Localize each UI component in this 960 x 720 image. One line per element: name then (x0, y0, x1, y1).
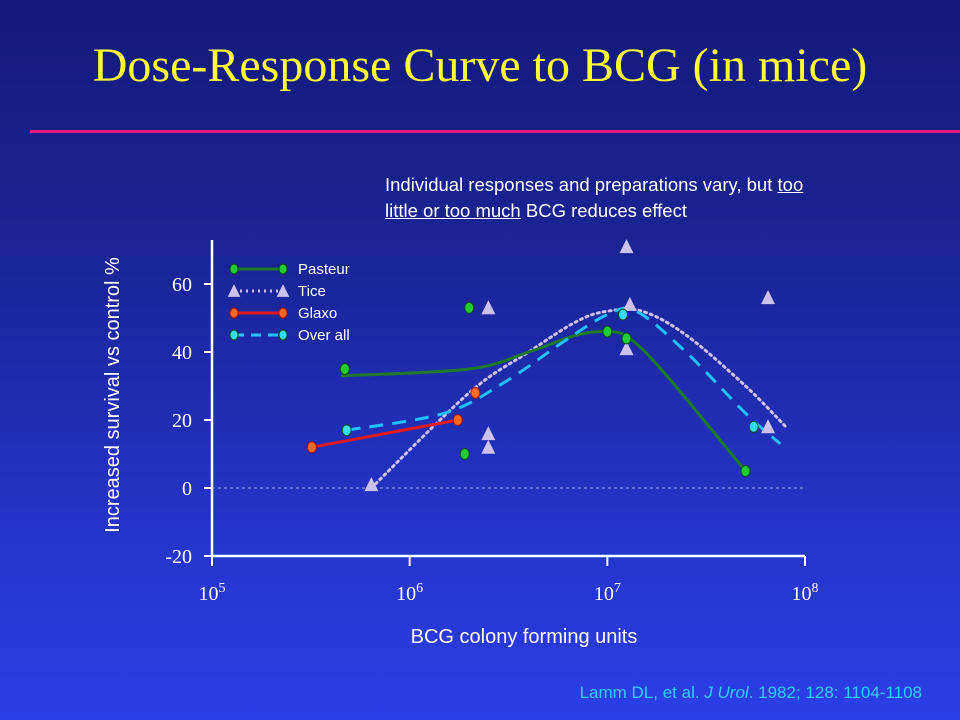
data-point-tice (622, 296, 637, 311)
data-point-tice (619, 239, 634, 254)
data-point-overall (617, 308, 628, 321)
legend-marker (227, 284, 241, 297)
title-rule (30, 130, 960, 133)
data-point-glaxo (470, 386, 481, 399)
citation-details: . 1982; 128: 1104-1108 (748, 683, 922, 702)
legend-label-pasteur: Pasteur (298, 261, 350, 278)
series-line-tice (369, 307, 788, 490)
x-axis-label: BCG colony forming units (411, 626, 638, 648)
series-pasteur (341, 329, 747, 472)
x-tick-label: 107 (594, 581, 621, 605)
citation-journal: J Urol (704, 683, 749, 702)
legend-item-overall: Over all (229, 327, 350, 344)
y-tick-label: 60 (172, 274, 192, 296)
series-line-pasteur (341, 329, 747, 472)
note-text-underlined: too little or too much (385, 174, 804, 221)
data-point-tice (364, 477, 379, 492)
series-line-overall (346, 306, 782, 445)
data-point-tice (619, 341, 634, 356)
x-tick-label: 105 (199, 581, 226, 605)
data-point-overall (748, 420, 759, 433)
data-point-tice (481, 439, 496, 454)
legend-item-tice: Tice (227, 283, 326, 300)
data-point-pasteur (464, 301, 475, 314)
series-points-tice (364, 239, 776, 492)
legend-marker (229, 263, 239, 275)
legend-marker (278, 307, 288, 319)
legend-marker (278, 329, 288, 341)
series-points-overall (341, 308, 759, 437)
legend-item-pasteur: Pasteur (229, 261, 350, 278)
legend-label-tice: Tice (298, 283, 326, 300)
x-tick-label: 106 (396, 581, 423, 605)
data-point-pasteur (602, 325, 613, 338)
slide-title: Dose-Response Curve to BCG (in mice) (92, 39, 868, 92)
series-glaxo (311, 418, 458, 449)
series-line-glaxo (311, 418, 458, 449)
data-point-pasteur (339, 363, 350, 375)
legend-label-overall: Over all (298, 327, 350, 344)
series-tice (369, 307, 788, 490)
note-text-before: Individual responses and preparations va… (385, 174, 778, 195)
y-tick-label: 20 (172, 410, 192, 432)
citation: Lamm DL, et al. J Urol. 1982; 128: 1104-… (580, 683, 922, 703)
data-point-pasteur (459, 448, 470, 460)
data-point-glaxo (452, 414, 463, 426)
y-tick-label: 0 (182, 478, 192, 500)
legend-label-glaxo: Glaxo (298, 305, 337, 322)
data-point-tice (761, 290, 776, 305)
x-tick-label: 108 (792, 581, 819, 605)
data-point-tice (481, 300, 496, 315)
data-point-tice (481, 426, 496, 441)
data-point-pasteur (621, 332, 632, 345)
data-point-pasteur (740, 465, 751, 477)
legend: Pasteur Tice Glaxo Over all (227, 261, 350, 344)
data-point-glaxo (306, 441, 317, 454)
legend-marker (276, 284, 290, 297)
legend-marker (278, 263, 288, 275)
data-point-overall (341, 424, 352, 437)
series-points-glaxo (306, 386, 481, 454)
y-tick-label: -20 (165, 546, 192, 568)
legend-marker (229, 307, 239, 319)
legend-item-glaxo: Glaxo (229, 305, 337, 322)
series-points-pasteur (339, 301, 751, 477)
series-overall (346, 306, 782, 445)
note-text-after: BCG reduces effect (520, 200, 687, 221)
citation-authors: Lamm DL, et al. (579, 683, 705, 702)
data-point-tice (761, 419, 776, 434)
annotation-note: Individual responses and preparations va… (385, 172, 805, 224)
legend-marker (229, 329, 239, 341)
y-tick-label: 40 (172, 342, 192, 364)
y-axis-label: Increased survival vs control % (102, 257, 124, 533)
